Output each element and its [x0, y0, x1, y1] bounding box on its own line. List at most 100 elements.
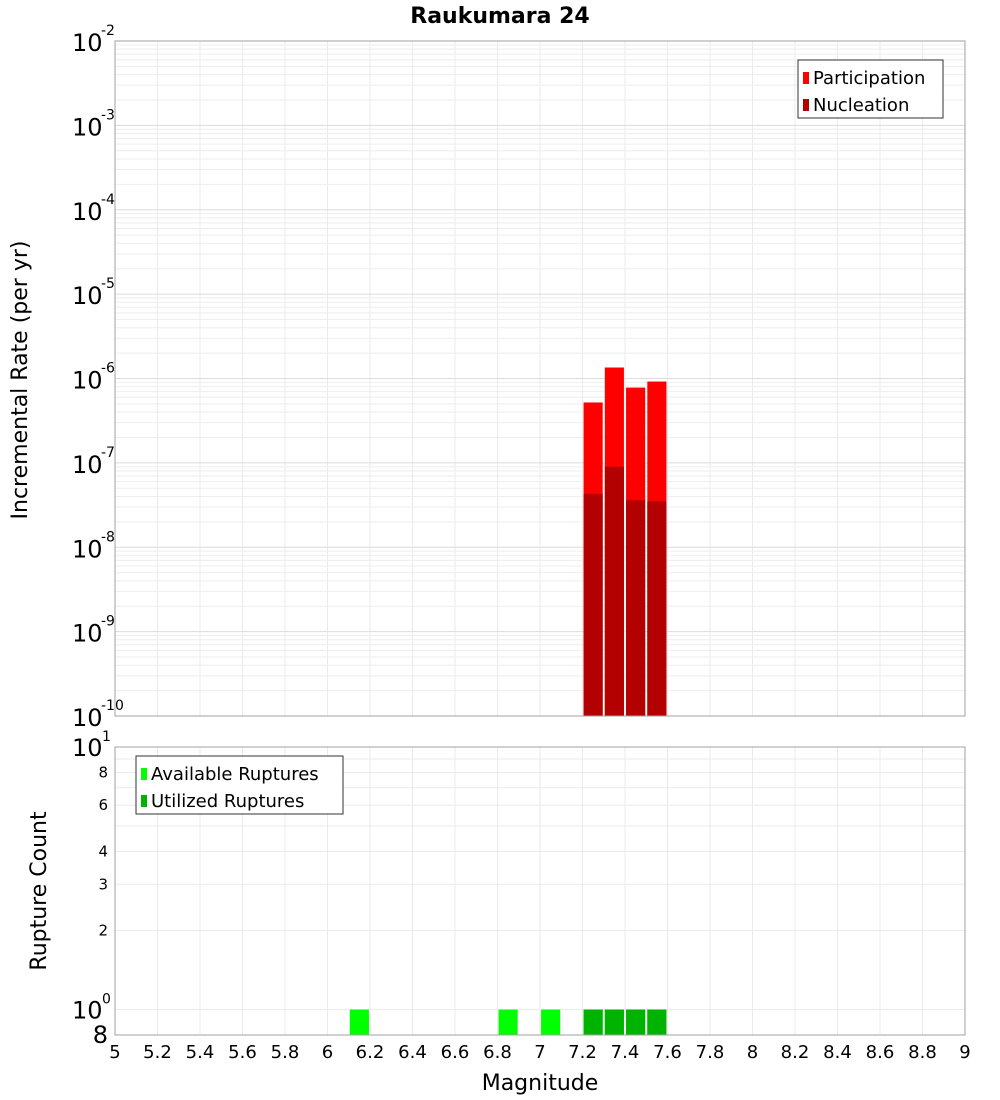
bottom-y-tick-text: 3	[98, 875, 108, 893]
x-tick-label: 7.4	[611, 1042, 640, 1063]
top-legend-entry: Participation	[813, 68, 925, 89]
top-y-tick-base: 10	[72, 451, 103, 479]
top-y-tick-base: 10	[72, 535, 103, 563]
bottom-y-tick-text: 6	[98, 796, 108, 814]
top-y-tick-base: 10	[72, 367, 103, 395]
bottom-bars	[349, 1009, 667, 1035]
utilized-ruptures-bar	[583, 1009, 603, 1035]
available-ruptures-bar	[498, 1009, 518, 1035]
top-y-tick-exponent: -7	[101, 445, 115, 461]
x-tick-label: 6	[322, 1042, 333, 1063]
nucleation-bar	[626, 500, 646, 716]
top-y-ticks: 10-210-310-410-510-610-710-810-910-10	[72, 23, 124, 732]
top-y-tick-exponent: -6	[101, 361, 115, 377]
top-legend-swatch	[803, 99, 809, 111]
x-tick-label: 7.6	[653, 1042, 682, 1063]
utilized-ruptures-bar	[647, 1009, 667, 1035]
x-tick-label: 7	[534, 1042, 545, 1063]
x-tick-label: 8	[747, 1042, 758, 1063]
top-y-tick-exponent: -4	[101, 192, 115, 208]
top-y-tick-base: 10	[72, 620, 103, 648]
x-tick-label: 7.8	[696, 1042, 725, 1063]
top-y-tick-label: 10-8	[72, 529, 115, 563]
nucleation-bar	[604, 466, 624, 716]
x-tick-label: 5.6	[228, 1042, 257, 1063]
bottom-legend: Available Ruptures Utilized Ruptures	[135, 755, 344, 815]
top-y-tick-base: 10	[72, 29, 103, 57]
available-ruptures-bar	[541, 1009, 561, 1035]
bottom-y-tick-label: 6	[98, 796, 108, 814]
bottom-legend-swatch	[141, 768, 147, 780]
x-tick-label: 6.6	[441, 1042, 470, 1063]
top-panel: 10-210-310-410-510-610-710-810-910-10 Pa…	[72, 23, 966, 732]
top-legend-swatch	[803, 72, 809, 84]
x-tick-label: 5.8	[271, 1042, 300, 1063]
x-tick-label: 8.4	[823, 1042, 852, 1063]
x-tick-label: 8.8	[908, 1042, 937, 1063]
top-y-tick-exponent: -3	[101, 107, 115, 123]
top-plot-frame	[114, 40, 966, 717]
top-y-tick-label: 10-2	[72, 23, 115, 57]
x-tick-label: 5.4	[186, 1042, 215, 1063]
top-y-tick-label: 10-6	[72, 361, 115, 395]
bottom-y-tick-base: 10	[72, 734, 103, 762]
top-y-tick-base: 10	[72, 704, 103, 732]
nucleation-bar	[647, 501, 667, 716]
available-ruptures-bar	[349, 1009, 369, 1035]
bottom-y-tick-label: 10 1	[72, 729, 111, 762]
x-axis-label: Magnitude	[482, 1071, 599, 1096]
top-y-tick-exponent: -2	[101, 23, 115, 39]
top-y-tick-label: 10-7	[72, 445, 115, 479]
x-tick-label: 6.8	[483, 1042, 512, 1063]
x-tick-label: 5	[109, 1042, 120, 1063]
top-bars	[583, 367, 667, 716]
x-tick-label: 8.2	[781, 1042, 810, 1063]
top-y-tick-exponent: -10	[101, 698, 124, 714]
bottom-y-tick-text: 2	[98, 922, 108, 940]
bottom-y-tick-exponent: 0	[102, 992, 111, 1008]
bottom-y-tick-label: 8	[98, 763, 108, 781]
x-tick-label: 5.2	[143, 1042, 172, 1063]
x-tick-label: 7.2	[568, 1042, 597, 1063]
bottom-y-tick-label: 4	[98, 842, 108, 860]
top-y-tick-exponent: -9	[101, 614, 115, 630]
x-ticks: 5 5.2 5.4 5.6 5.8 6 6.2 6.4 6.6 6.8 7 7.2 7.4 7.6 7.8 8…	[109, 1042, 970, 1063]
bottom-y-tick-base: 10	[72, 997, 103, 1025]
utilized-ruptures-bar	[626, 1009, 646, 1035]
chart-title: Raukumara 24	[410, 4, 589, 29]
top-y-tick-label: 10-3	[72, 107, 115, 141]
bottom-y-tick-label: 8	[93, 1021, 108, 1049]
top-y-tick-base: 10	[72, 282, 103, 310]
x-tick-label: 8.6	[866, 1042, 895, 1063]
bottom-legend-swatch	[141, 795, 147, 807]
bottom-y-tick-text: 8	[98, 763, 108, 781]
top-y-tick-exponent: -8	[101, 529, 115, 545]
bottom-legend-entry: Available Ruptures	[151, 764, 319, 785]
top-legend: Participation Nucleation	[797, 59, 944, 119]
top-y-tick-label: 10-9	[72, 614, 115, 648]
x-tick-label: 6.4	[398, 1042, 427, 1063]
top-y-tick-base: 10	[72, 113, 103, 141]
top-y-tick-label: 10-5	[72, 276, 115, 310]
bottom-y-tick-label: 2	[98, 922, 108, 940]
x-tick-label: 6.2	[356, 1042, 385, 1063]
top-y-tick-label: 10-4	[72, 192, 115, 226]
bottom-y-tick-label: 3	[98, 875, 108, 893]
bottom-y-tick-text: 4	[98, 842, 108, 860]
utilized-ruptures-bar	[604, 1009, 624, 1035]
top-y-tick-exponent: -5	[101, 276, 115, 292]
bottom-y-axis-label: Rupture Count	[27, 811, 52, 971]
top-y-tick-label: 10-10	[72, 698, 124, 732]
top-legend-box	[797, 59, 944, 119]
bottom-plot-frame	[114, 746, 966, 1036]
nucleation-bar	[583, 493, 603, 716]
bottom-y-tick-label: 10 0	[72, 992, 111, 1025]
bottom-legend-entry: Utilized Ruptures	[151, 791, 304, 812]
top-legend-entry: Nucleation	[813, 95, 909, 116]
bottom-legend-box	[135, 755, 344, 815]
x-tick-label: 9	[959, 1042, 970, 1063]
top-y-axis-label: Incremental Rate (per yr)	[8, 241, 33, 520]
